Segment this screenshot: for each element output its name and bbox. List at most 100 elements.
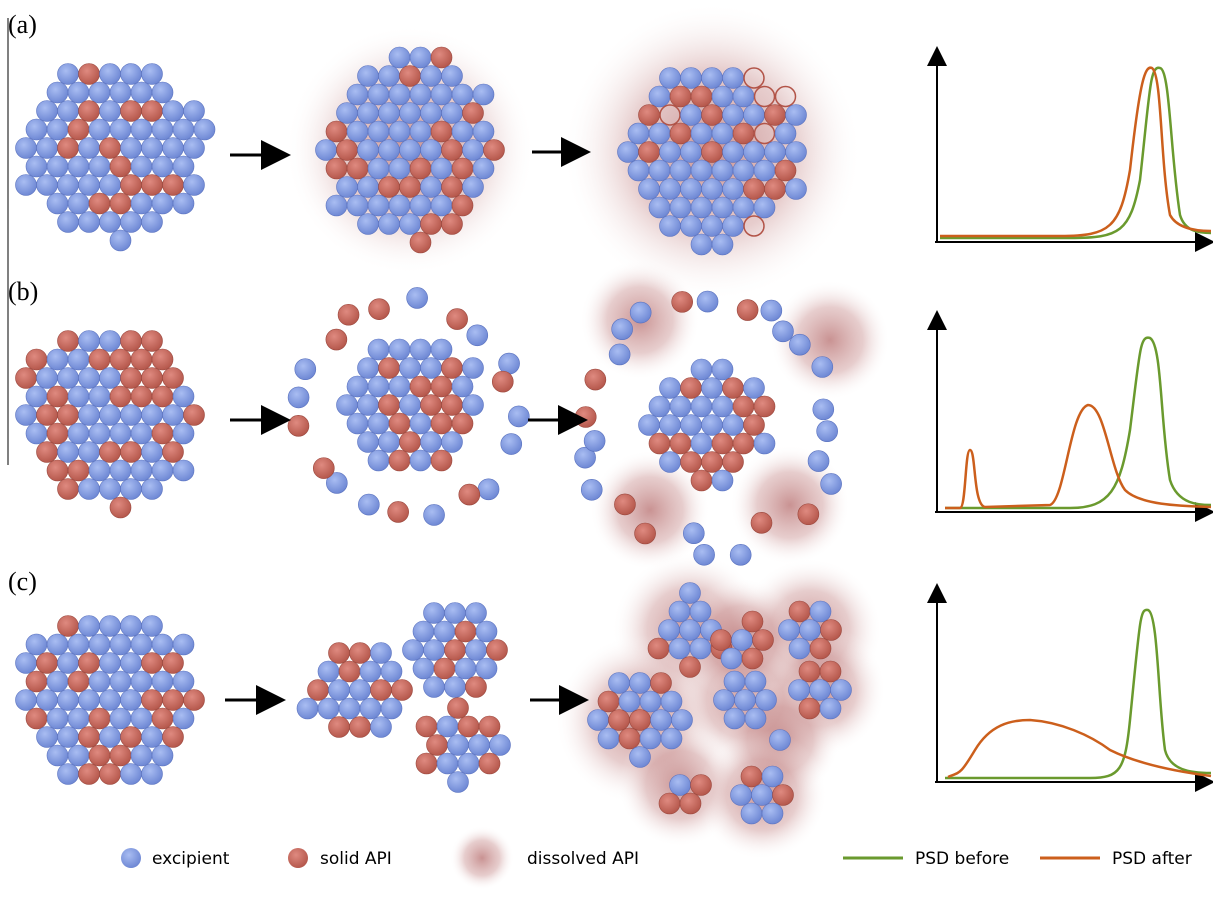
excipient-particle xyxy=(110,119,131,140)
excipient-particle xyxy=(754,197,775,218)
api-particle xyxy=(733,433,754,454)
excipient-particle xyxy=(360,698,381,719)
api-particle xyxy=(431,121,452,142)
excipient-particle xyxy=(735,690,756,711)
excipient-particle xyxy=(121,616,142,637)
excipient-particle xyxy=(445,677,466,698)
excipient-particle xyxy=(152,634,173,655)
excipient-particle xyxy=(789,680,810,701)
excipient-particle xyxy=(469,735,490,756)
excipient-particle xyxy=(690,601,711,622)
api-particle xyxy=(121,101,142,122)
api-particle xyxy=(651,673,672,694)
excipient-particle xyxy=(358,395,379,416)
api-particle xyxy=(37,653,58,674)
excipient-particle xyxy=(121,653,142,674)
excipient-particle xyxy=(368,121,389,142)
excipient-particle xyxy=(786,179,807,200)
excipient-particle xyxy=(368,413,389,434)
api-particle xyxy=(110,745,131,766)
excipient-particle xyxy=(466,640,487,661)
api-particle xyxy=(37,405,58,426)
excipient-particle xyxy=(702,216,723,237)
excipient-particle xyxy=(121,405,142,426)
excipient-particle xyxy=(421,140,442,161)
api-particle xyxy=(379,395,400,416)
excipient-particle xyxy=(79,368,100,389)
excipient-particle xyxy=(163,405,184,426)
api-particle xyxy=(744,415,765,436)
excipient-particle xyxy=(660,452,681,473)
api-particle xyxy=(131,349,152,370)
chart-axes xyxy=(935,50,1211,782)
excipient-particle xyxy=(58,101,79,122)
excipient-particle xyxy=(723,142,744,163)
excipient-particle xyxy=(152,671,173,692)
excipient-particle xyxy=(142,764,163,785)
api-particle xyxy=(350,717,371,738)
api-particle xyxy=(680,657,701,678)
excipient-particle xyxy=(723,105,744,126)
excipient-particle xyxy=(501,434,522,455)
api-particle xyxy=(142,101,163,122)
excipient-particle xyxy=(79,616,100,637)
excipient-particle xyxy=(754,160,775,181)
api-particle xyxy=(479,716,500,737)
excipient-particle xyxy=(173,386,194,407)
excipient-particle xyxy=(379,432,400,453)
excipient-particle xyxy=(640,728,661,749)
api-particle xyxy=(733,123,754,144)
excipient-particle xyxy=(89,119,110,140)
excipient-particle xyxy=(431,84,452,105)
excipient-particle xyxy=(762,803,783,824)
excipient-particle xyxy=(660,216,681,237)
excipient-particle xyxy=(89,156,110,177)
api-particle xyxy=(575,406,596,427)
excipient-particle xyxy=(379,66,400,87)
excipient-particle xyxy=(379,103,400,124)
excipient-particle xyxy=(100,690,121,711)
excipient-particle xyxy=(16,405,37,426)
excipient-particle xyxy=(68,634,89,655)
excipient-particle xyxy=(371,643,392,664)
excipient-particle xyxy=(463,177,484,198)
excipient-particle xyxy=(100,101,121,122)
excipient-particle xyxy=(121,479,142,500)
panel-label: (c) xyxy=(8,567,37,596)
excipient-particle xyxy=(26,386,47,407)
api-particle xyxy=(427,735,448,756)
api-particle xyxy=(737,300,758,321)
api-particle xyxy=(585,369,606,390)
api-particle xyxy=(89,745,110,766)
api-particle xyxy=(329,643,350,664)
excipient-particle xyxy=(37,101,58,122)
api-particle xyxy=(121,368,142,389)
api-particle xyxy=(484,140,505,161)
excipient-particle xyxy=(163,138,184,159)
excipient-particle xyxy=(403,640,424,661)
excipient-particle xyxy=(89,460,110,481)
excipient-particle xyxy=(442,432,463,453)
excipient-particle xyxy=(79,405,100,426)
excipient-particle xyxy=(628,123,649,144)
excipient-particle xyxy=(131,119,152,140)
excipient-particle xyxy=(47,156,68,177)
excipient-particle xyxy=(110,423,131,444)
excipient-particle xyxy=(339,698,360,719)
excipient-particle xyxy=(761,300,782,321)
api-particle xyxy=(110,193,131,214)
api-particle xyxy=(751,512,772,533)
excipient-particle xyxy=(712,160,733,181)
excipient-particle xyxy=(723,216,744,237)
excipient-particle xyxy=(347,376,368,397)
excipient-particle xyxy=(68,423,89,444)
excipient-particle xyxy=(467,325,488,346)
api-particle xyxy=(649,433,670,454)
api-particle xyxy=(442,395,463,416)
excipient-particle xyxy=(618,142,639,163)
excipient-particle xyxy=(712,197,733,218)
excipient-particle xyxy=(358,214,379,235)
api-particle xyxy=(723,452,744,473)
excipient-particle xyxy=(772,321,793,342)
api-particle xyxy=(184,405,205,426)
